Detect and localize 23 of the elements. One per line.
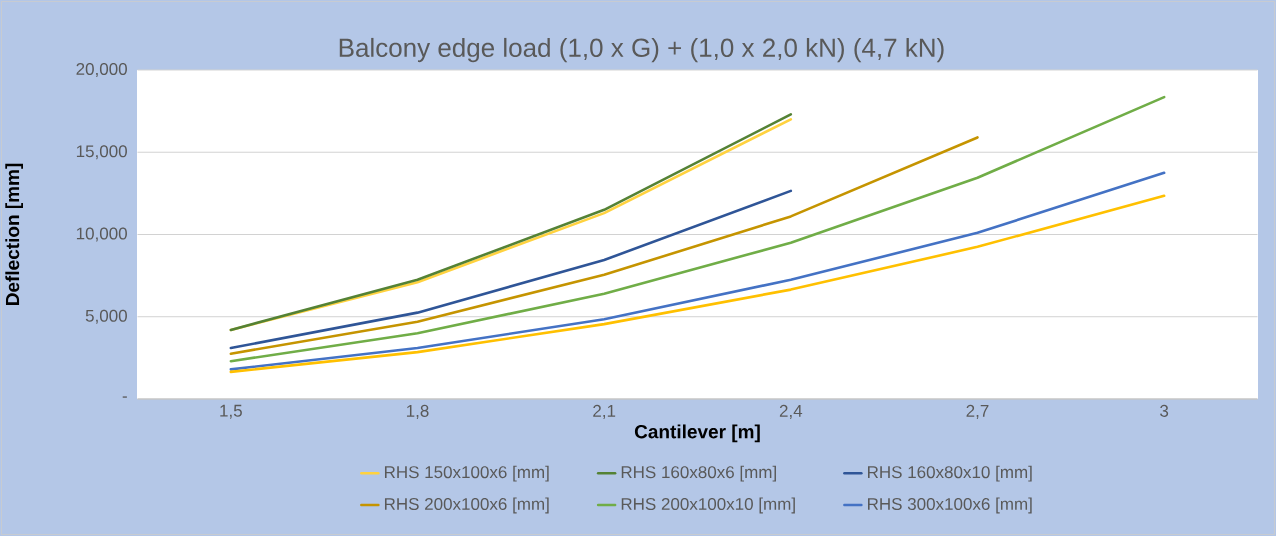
x-tick-label: 2,1 — [593, 404, 616, 419]
y-axis-title: Deflection [mm] — [5, 163, 23, 306]
y-tick-label: 15,000 — [76, 145, 127, 160]
legend-label: RHS 160x80x6 [mm] — [621, 465, 776, 482]
legend-label: RHS 160x80x10 [mm] — [868, 465, 1032, 482]
line-series — [229, 189, 793, 350]
x-tick-label: 1,5 — [220, 404, 242, 419]
legend-label: RHS 300x100x6 [mm] — [868, 497, 1032, 514]
line-series — [229, 136, 979, 356]
y-tick-label: 5,000 — [85, 309, 127, 324]
legend-label: RHS 150x100x6 [mm] — [384, 465, 549, 482]
x-axis-title: Cantilever [m] — [634, 424, 760, 443]
y-tick-label: 10,000 — [76, 227, 127, 242]
chart-title: Balcony edge load (1,0 x G) + (1,0 x 2,0 kN) (4,7 kN) — [339, 37, 944, 63]
x-tick-label: 2,7 — [966, 404, 989, 419]
x-tick-label: 3 — [1160, 404, 1169, 417]
legend-label: RHS 200x100x6 [mm] — [384, 497, 549, 514]
line-series — [229, 95, 1166, 363]
legend-label: RHS 200x100x10 [mm] — [621, 497, 795, 514]
x-tick-label: 2,4 — [779, 404, 803, 419]
x-tick-label: 1,8 — [406, 404, 429, 419]
y-tick-label: 20,000 — [76, 62, 127, 78]
y-tick-label: - — [122, 396, 127, 398]
